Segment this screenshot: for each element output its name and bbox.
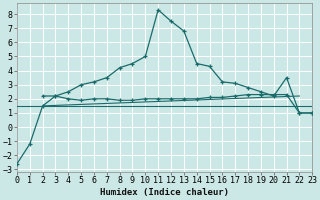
X-axis label: Humidex (Indice chaleur): Humidex (Indice chaleur) bbox=[100, 188, 229, 197]
